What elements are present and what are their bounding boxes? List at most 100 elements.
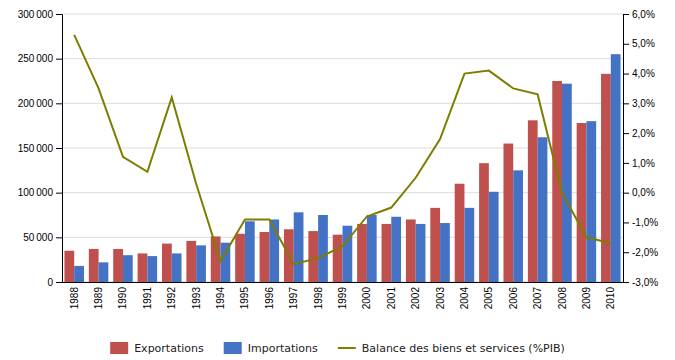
tick-label: 6,0% bbox=[632, 9, 655, 20]
tick: 5,0% bbox=[623, 38, 655, 49]
tick: 2007 bbox=[532, 287, 543, 310]
tick-label: -1,0% bbox=[632, 217, 658, 228]
tick: 1989 bbox=[93, 287, 104, 310]
tick-mark bbox=[623, 44, 629, 45]
tick: 2008 bbox=[557, 287, 568, 310]
tick-mark bbox=[623, 103, 629, 104]
tick-label: 2002 bbox=[410, 287, 421, 310]
tick-label: 1989 bbox=[93, 287, 104, 310]
bar bbox=[513, 170, 523, 282]
tick-label: 1993 bbox=[191, 287, 202, 310]
tick-label: 1990 bbox=[117, 287, 128, 310]
tick-label: 100 000 bbox=[18, 187, 54, 198]
tick: 200 000 bbox=[18, 98, 62, 109]
tick-mark bbox=[623, 193, 629, 194]
legend-label: Exportations bbox=[134, 342, 204, 355]
legend-item: Balance des biens et services (%PIB) bbox=[338, 342, 565, 355]
tick: 150 000 bbox=[18, 143, 62, 154]
bar bbox=[64, 251, 74, 282]
tick-label: 2003 bbox=[435, 287, 446, 310]
bar bbox=[147, 256, 157, 282]
bar bbox=[113, 249, 123, 282]
tick-label: 1,0% bbox=[632, 158, 655, 169]
tick-label: 1996 bbox=[264, 287, 275, 310]
tick: 1995 bbox=[239, 287, 250, 310]
tick: 1992 bbox=[166, 287, 177, 310]
bar bbox=[489, 192, 499, 282]
tick: -2,0% bbox=[623, 247, 658, 258]
bar bbox=[430, 208, 440, 282]
tick-label: 2007 bbox=[532, 287, 543, 310]
tick-mark bbox=[56, 148, 62, 149]
tick-label: 2008 bbox=[557, 287, 568, 310]
bar bbox=[235, 234, 245, 282]
tick-mark bbox=[56, 14, 62, 15]
legend-label: Importations bbox=[248, 342, 318, 355]
tick: 1998 bbox=[313, 287, 324, 310]
legend-swatch bbox=[338, 347, 356, 349]
tick-mark bbox=[623, 163, 629, 164]
legend-label: Balance des biens et services (%PIB) bbox=[362, 342, 565, 355]
bar bbox=[382, 224, 392, 282]
tick-mark bbox=[623, 133, 629, 134]
bar bbox=[260, 232, 270, 282]
tick-label: 5,0% bbox=[632, 38, 655, 49]
legend-item: Importations bbox=[224, 342, 318, 355]
tick-label: 1997 bbox=[288, 287, 299, 310]
tick: 2010 bbox=[605, 287, 616, 310]
bar bbox=[196, 245, 206, 282]
tick-label: 1998 bbox=[313, 287, 324, 310]
tick-label: 2001 bbox=[386, 287, 397, 310]
tick: 2003 bbox=[435, 287, 446, 310]
grid-line bbox=[62, 58, 623, 59]
bar bbox=[308, 231, 318, 282]
tick: -3,0% bbox=[623, 277, 658, 288]
tick-mark bbox=[623, 74, 629, 75]
marks bbox=[64, 35, 620, 282]
bar bbox=[99, 262, 109, 282]
grid-line bbox=[62, 14, 623, 15]
tick-mark bbox=[623, 252, 629, 253]
bar bbox=[343, 226, 353, 282]
tick-label: 3,0% bbox=[632, 98, 655, 109]
tick-label: 1994 bbox=[215, 287, 226, 310]
tick: 1997 bbox=[288, 287, 299, 310]
bar bbox=[318, 215, 328, 282]
tick-label: 1991 bbox=[142, 287, 153, 310]
tick: 1999 bbox=[337, 287, 348, 310]
axis: -3,0%-2,0%-1,0%0,0%1,0%2,0%3,0%4,0%5,0%6… bbox=[623, 9, 658, 288]
bar bbox=[528, 120, 538, 282]
tick-label: -3,0% bbox=[632, 277, 658, 288]
bar bbox=[333, 235, 343, 282]
tick: 300 000 bbox=[18, 9, 62, 20]
tick: 0,0% bbox=[623, 187, 655, 198]
tick-label: 150 000 bbox=[18, 143, 54, 154]
tick: 100 000 bbox=[18, 187, 62, 198]
tick: 2000 bbox=[361, 287, 372, 310]
tick: 3,0% bbox=[623, 98, 655, 109]
bar bbox=[89, 249, 99, 282]
bar bbox=[391, 217, 401, 282]
legend-item: Exportations bbox=[110, 342, 204, 355]
tick-mark bbox=[56, 103, 62, 104]
bar bbox=[294, 212, 304, 282]
tick: 1993 bbox=[191, 287, 202, 310]
tick: 4,0% bbox=[623, 68, 655, 79]
tick-label: 2005 bbox=[483, 287, 494, 310]
bar-series bbox=[74, 54, 620, 282]
tick: 6,0% bbox=[623, 9, 655, 20]
axis-line bbox=[56, 15, 63, 283]
tick-label: 2006 bbox=[508, 287, 519, 310]
tick-label: 1992 bbox=[166, 287, 177, 310]
bar bbox=[562, 84, 572, 282]
bar bbox=[357, 224, 367, 282]
tick-mark bbox=[56, 282, 62, 283]
bar bbox=[552, 81, 562, 282]
bar bbox=[138, 253, 148, 282]
bar bbox=[406, 219, 416, 282]
tick-label: 200 000 bbox=[18, 98, 54, 109]
legend-swatch bbox=[224, 342, 242, 354]
tick-label: 0,0% bbox=[632, 187, 655, 198]
tick-label: 1999 bbox=[337, 287, 348, 310]
bar bbox=[503, 144, 513, 282]
